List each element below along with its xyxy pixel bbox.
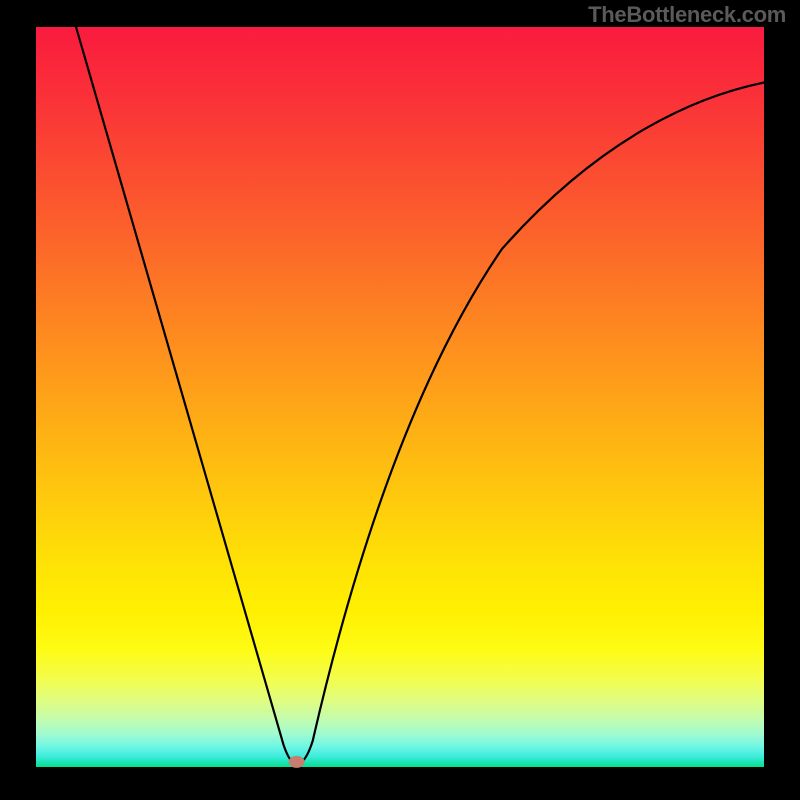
bottleneck-chart bbox=[0, 0, 800, 800]
chart-plot-area bbox=[36, 27, 764, 767]
optimal-point-marker bbox=[289, 756, 305, 768]
chart-container: TheBottleneck.com bbox=[0, 0, 800, 800]
watermark-text: TheBottleneck.com bbox=[588, 2, 786, 28]
